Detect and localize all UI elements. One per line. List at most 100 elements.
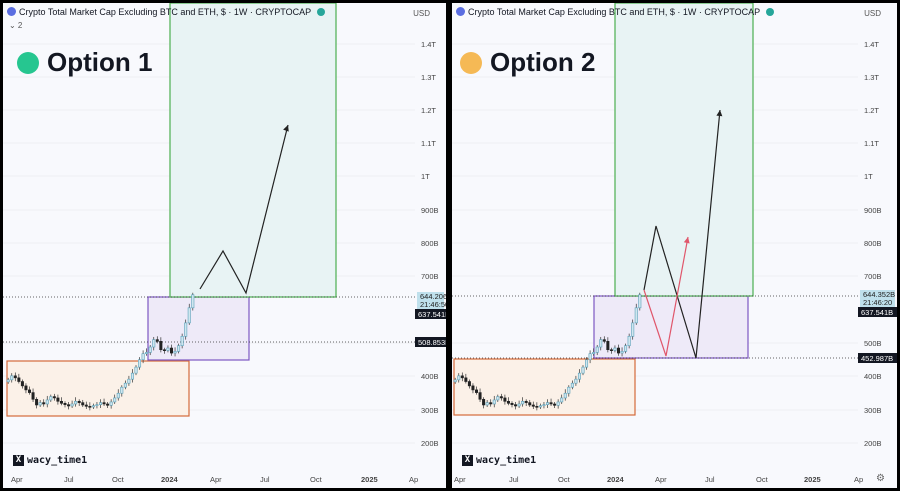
x-tick-label: Apr — [655, 475, 667, 484]
candle-body — [617, 347, 621, 354]
candle-body — [116, 392, 120, 399]
candle-body — [187, 307, 191, 324]
option-1-dot-icon — [17, 51, 39, 74]
candle-body — [42, 402, 46, 405]
candle-body — [478, 392, 482, 400]
x-tick-label: Apr — [454, 475, 466, 484]
candle-body — [499, 396, 503, 399]
y-tick-label: 1.3T — [421, 73, 436, 82]
candle-body — [567, 386, 571, 394]
x-tick-label: 2025 — [804, 475, 821, 484]
candle-body — [599, 339, 603, 348]
candle-body — [113, 397, 117, 403]
level-1-label: 637.541B — [418, 310, 446, 319]
y-tick-label: 800B — [864, 239, 882, 248]
candle-body — [159, 341, 163, 351]
bar-countdown-label: 21:46:20 — [863, 298, 892, 307]
candle-body — [148, 346, 152, 353]
x-tick-label: Jul — [509, 475, 519, 484]
x-logo-icon: X — [462, 455, 473, 466]
candle-body — [453, 379, 457, 383]
visibility-icon[interactable] — [766, 8, 775, 16]
candle-body — [109, 401, 113, 406]
current-price-label: 644.206B — [420, 292, 446, 301]
chart-panel-right[interactable]: 1.4T 1.3T 1.2T 1.1T 1T 900B 800B 700B 500B 400B 30… — [452, 3, 897, 488]
candle-body — [602, 339, 606, 342]
x-tick-label: 2024 — [607, 475, 625, 484]
candle-body — [6, 379, 10, 383]
x-tick-label: Ap — [854, 475, 863, 484]
candle-body — [546, 402, 550, 405]
chart-header: Crypto Total Market Cap Excluding BTC an… — [456, 7, 775, 17]
y-tick-label: 1T — [421, 172, 430, 181]
candle-body — [467, 381, 471, 387]
candle-body — [457, 375, 461, 381]
level-2-label: 452.987B — [861, 354, 893, 363]
y-tick-label: 1.1T — [864, 139, 879, 148]
candle-body — [152, 339, 156, 348]
level-2-tag — [415, 337, 446, 347]
y-tick-label: 300B — [864, 406, 882, 415]
chart-panel-left[interactable]: 1.4T1.3T1.2T1.1T1T900B800B700B500B400B30… — [3, 3, 446, 488]
option-2-heading: Option 2 — [460, 47, 595, 78]
candle-body — [624, 345, 628, 352]
y-tick-label: 1.4T — [864, 40, 879, 49]
price-axis — [858, 3, 897, 488]
currency-label[interactable]: USD — [413, 9, 430, 18]
bar-countdown-label: 21:46:50 — [420, 300, 446, 309]
indicator-toggle[interactable]: ⌄ 2 — [9, 21, 23, 30]
x-tick-label: Jul — [705, 475, 715, 484]
candle-body — [56, 397, 60, 402]
candle-body — [489, 402, 493, 405]
visibility-icon[interactable] — [317, 8, 326, 16]
candle-body — [162, 349, 166, 352]
candle-body — [141, 353, 145, 361]
candle-body — [27, 389, 31, 393]
candle-body — [191, 294, 195, 309]
candle-body — [581, 366, 585, 374]
y-tick-label: 1T — [864, 172, 873, 181]
target-zone-box — [169, 3, 337, 298]
candle-body — [496, 396, 500, 401]
y-tick-label: 200B — [864, 439, 882, 448]
candle-body — [613, 347, 617, 351]
candle-body — [595, 346, 599, 353]
y-tick-label: 300B — [421, 406, 439, 415]
currency-label[interactable]: USD — [864, 9, 881, 18]
y-tick-label: 1.2T — [421, 106, 436, 115]
chart-canvas-right[interactable]: 1.4T 1.3T 1.2T 1.1T 1T 900B 800B 700B 500B 400B 30… — [452, 3, 897, 488]
option-2-dot-icon — [460, 51, 482, 74]
candle-body — [506, 400, 510, 404]
candle-body — [173, 351, 177, 354]
candle-body — [63, 402, 67, 405]
chart-title: Crypto Total Market Cap Excluding BTC an… — [19, 7, 312, 17]
current-price-tag — [860, 290, 895, 307]
candle-body — [549, 402, 553, 405]
candle-body — [609, 349, 613, 352]
candle-body — [531, 404, 535, 407]
x-tick-label: Apr — [210, 475, 222, 484]
x-tick-label: Jul — [64, 475, 74, 484]
candle-body — [24, 385, 28, 391]
chart-canvas-left[interactable]: 1.4T1.3T1.2T1.1T1T900B800B700B500B400B30… — [3, 3, 446, 488]
option-1-label: Option 1 — [47, 47, 153, 77]
candle-body — [485, 402, 489, 406]
candle-body — [106, 403, 110, 406]
level-1-tag — [858, 307, 897, 317]
x-tick-label: Oct — [112, 475, 125, 484]
candle-body — [577, 372, 581, 380]
x-tick-label: Jul — [260, 475, 270, 484]
settings-gear-icon[interactable]: ⚙ — [876, 473, 885, 484]
candle-body — [482, 398, 486, 406]
y-tick-label: 900B — [864, 206, 882, 215]
x-tick-label: 2024 — [161, 475, 179, 484]
candle-body — [45, 399, 49, 405]
candle-body — [177, 345, 181, 352]
arrow-head-icon — [283, 125, 289, 132]
candle-body — [31, 392, 35, 400]
candle-body — [138, 359, 142, 368]
watermark-handle: wacy_time1 — [476, 455, 537, 466]
level-1-tag — [415, 309, 446, 319]
candle-body — [503, 397, 507, 402]
x-tick-label: 2025 — [361, 475, 378, 484]
